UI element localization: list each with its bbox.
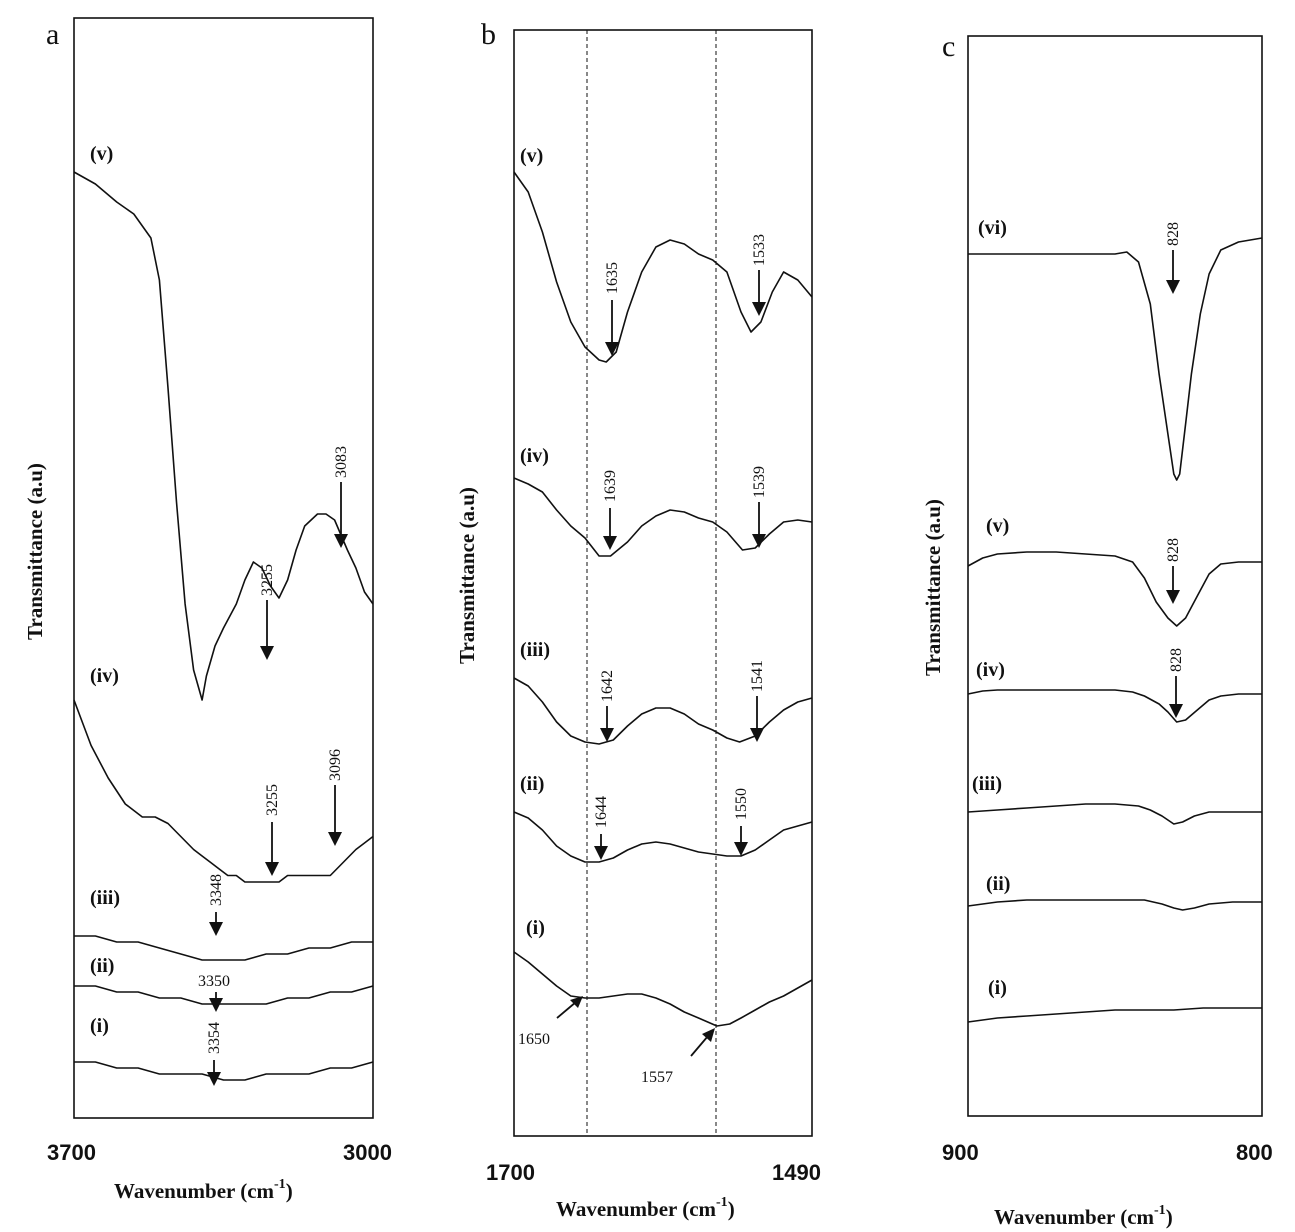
- panel-a-arrow-3255-iv-head: [265, 862, 279, 876]
- panel-c-trace-2: [967, 551, 1262, 627]
- panel-b-curve-label-5: (i): [526, 917, 545, 939]
- panel-b-arrow-1642-head: [600, 728, 614, 742]
- panel-a-curve-label-5: (i): [90, 1015, 109, 1037]
- panel-a-peak-3350: 3350: [198, 973, 230, 990]
- panel-a-peak-3348: 3348: [208, 874, 225, 906]
- panel-b-trace-4: [513, 811, 813, 863]
- panel-a-trace-4: [74, 985, 374, 1005]
- panel-b-frame: [513, 29, 813, 1137]
- panel-a-trace-1: [73, 171, 374, 701]
- panel-c-peak-828-v: 828: [1165, 538, 1182, 562]
- panel-b-ylabel: Transmittance (a.u): [455, 487, 479, 664]
- panel-b-trace-3: [513, 677, 813, 745]
- panel-b-arrow-1557-shaft: [690, 1035, 709, 1057]
- panel-b-arrow-1639-head: [603, 536, 617, 550]
- panel-c-arrow-828-v-head: [1166, 590, 1180, 604]
- panel-b-trace-5: [513, 951, 813, 1027]
- panel-b-xlabel: Wavenumber (cm-1): [556, 1195, 735, 1221]
- panel-b-arrow-1650-head: [570, 996, 583, 1008]
- panel-c-ylabel: Transmittance (a.u): [921, 499, 945, 676]
- panel-a-curve-label-3: (iii): [90, 887, 120, 909]
- panel-a-letter: a: [46, 18, 59, 51]
- panel-b-curve-label-1: (v): [520, 145, 543, 167]
- panel-b-curve-label-2: (iv): [520, 445, 549, 467]
- panel-b-arrow-1533-head: [752, 302, 766, 316]
- panel-c-letter: c: [942, 30, 955, 63]
- panel-a-arrow-3354-head: [207, 1072, 221, 1086]
- panel-a-arrow-3096-iv-head: [328, 832, 342, 846]
- panel-c-xlabel: Wavenumber (cm-1): [994, 1203, 1173, 1229]
- panel-b-peak-1644: 1644: [593, 796, 610, 828]
- panel-c-trace-4: [967, 803, 1262, 825]
- panel-c-arrow-828-vi-head: [1166, 280, 1180, 294]
- panel-a-trace-2: [73, 699, 374, 883]
- panel-a-arrow-3255-v-head: [260, 646, 274, 660]
- panel-b-tick-left: 1700: [486, 1160, 535, 1185]
- panel-a-curve-label-2: (iv): [90, 665, 119, 687]
- panel-a-curve-label-1: (v): [90, 143, 113, 165]
- panel-b-arrow-1550-head: [734, 842, 748, 856]
- panel-b-peak-1635: 1635: [604, 262, 621, 294]
- panel-c: c (vi) (v) (iv) (iii) (ii) (i) 828 828 828 900 8…: [921, 30, 1273, 1229]
- panel-c-curve-label-3: (iv): [976, 659, 1005, 681]
- panel-b-peak-1539: 1539: [751, 466, 768, 498]
- panel-b-peak-1541: 1541: [749, 660, 766, 692]
- panel-c-curve-label-1: (vi): [978, 217, 1007, 239]
- panel-a-arrow-3348-head: [209, 922, 223, 936]
- panel-b-letter: b: [481, 18, 496, 51]
- panel-a-curve-label-4: (ii): [90, 955, 114, 977]
- panel-a-peak-3096-iv: 3096: [327, 749, 344, 781]
- panel-a-arrow-3350-head: [209, 998, 223, 1012]
- panel-c-curve-label-5: (ii): [986, 873, 1010, 895]
- panel-b-arrow-1539-head: [752, 534, 766, 548]
- panel-b-arrow-1644-head: [594, 846, 608, 860]
- panel-b: b (v) (iv) (iii) (ii) (i) 1635 1533 1639 1539 164…: [455, 18, 821, 1221]
- panel-a-trace-5: [74, 1061, 374, 1081]
- panel-b-arrow-1557-head: [702, 1028, 715, 1042]
- panel-c-trace-5: [967, 899, 1262, 911]
- panel-b-peak-1557: 1557: [641, 1069, 673, 1086]
- panel-b-tick-right: 1490: [772, 1160, 821, 1185]
- panel-a-peak-3354: 3354: [206, 1022, 223, 1054]
- panel-c-tick-left: 900: [942, 1140, 979, 1165]
- panel-c-curve-label-2: (v): [986, 515, 1009, 537]
- panel-b-arrow-1635-head: [605, 342, 619, 356]
- panel-c-trace-6: [967, 1007, 1262, 1023]
- panel-b-curve-label-4: (ii): [520, 773, 544, 795]
- panel-b-peak-1533: 1533: [751, 234, 768, 266]
- panel-a-tick-right: 3000: [343, 1140, 392, 1165]
- panel-b-peak-1550: 1550: [733, 788, 750, 820]
- panel-c-trace-1: [968, 237, 1263, 481]
- panel-a-frame: [73, 17, 374, 1119]
- panel-c-peak-828-vi: 828: [1165, 222, 1182, 246]
- panel-a-arrow-3083-v-head: [334, 534, 348, 548]
- panel-a-ylabel: Transmittance (a.u): [23, 463, 47, 640]
- panel-b-arrow-1650-shaft: [556, 1001, 577, 1019]
- panel-a-trace-3: [74, 935, 373, 961]
- panel-b-arrow-1541-head: [750, 728, 764, 742]
- panel-c-curve-label-6: (i): [988, 977, 1007, 999]
- panel-b-trace-1: [513, 171, 813, 363]
- panel-c-frame: [967, 35, 1263, 1117]
- panel-c-arrow-828-iv-head: [1169, 704, 1183, 718]
- panel-b-peak-1650: 1650: [518, 1031, 550, 1048]
- panel-a-peak-3255-v: 3255: [259, 564, 276, 596]
- panel-a-tick-left: 3700: [47, 1140, 96, 1165]
- panel-c-curve-label-4: (iii): [972, 773, 1002, 795]
- panel-a: a (v) (iv) (iii) (ii) (i) 3255 3083 3255 3096 334…: [23, 17, 392, 1203]
- panel-b-peak-1642: 1642: [599, 670, 616, 702]
- panel-c-peak-828-iv: 828: [1168, 648, 1185, 672]
- panel-c-tick-right: 800: [1236, 1140, 1273, 1165]
- panel-b-peak-1639: 1639: [602, 470, 619, 502]
- panel-a-peak-3083-v: 3083: [333, 446, 350, 478]
- panel-a-xlabel: Wavenumber (cm-1): [114, 1177, 293, 1203]
- panel-b-curve-label-3: (iii): [520, 639, 550, 661]
- panel-a-peak-3255-iv: 3255: [264, 784, 281, 816]
- panel-c-trace-3: [967, 689, 1262, 723]
